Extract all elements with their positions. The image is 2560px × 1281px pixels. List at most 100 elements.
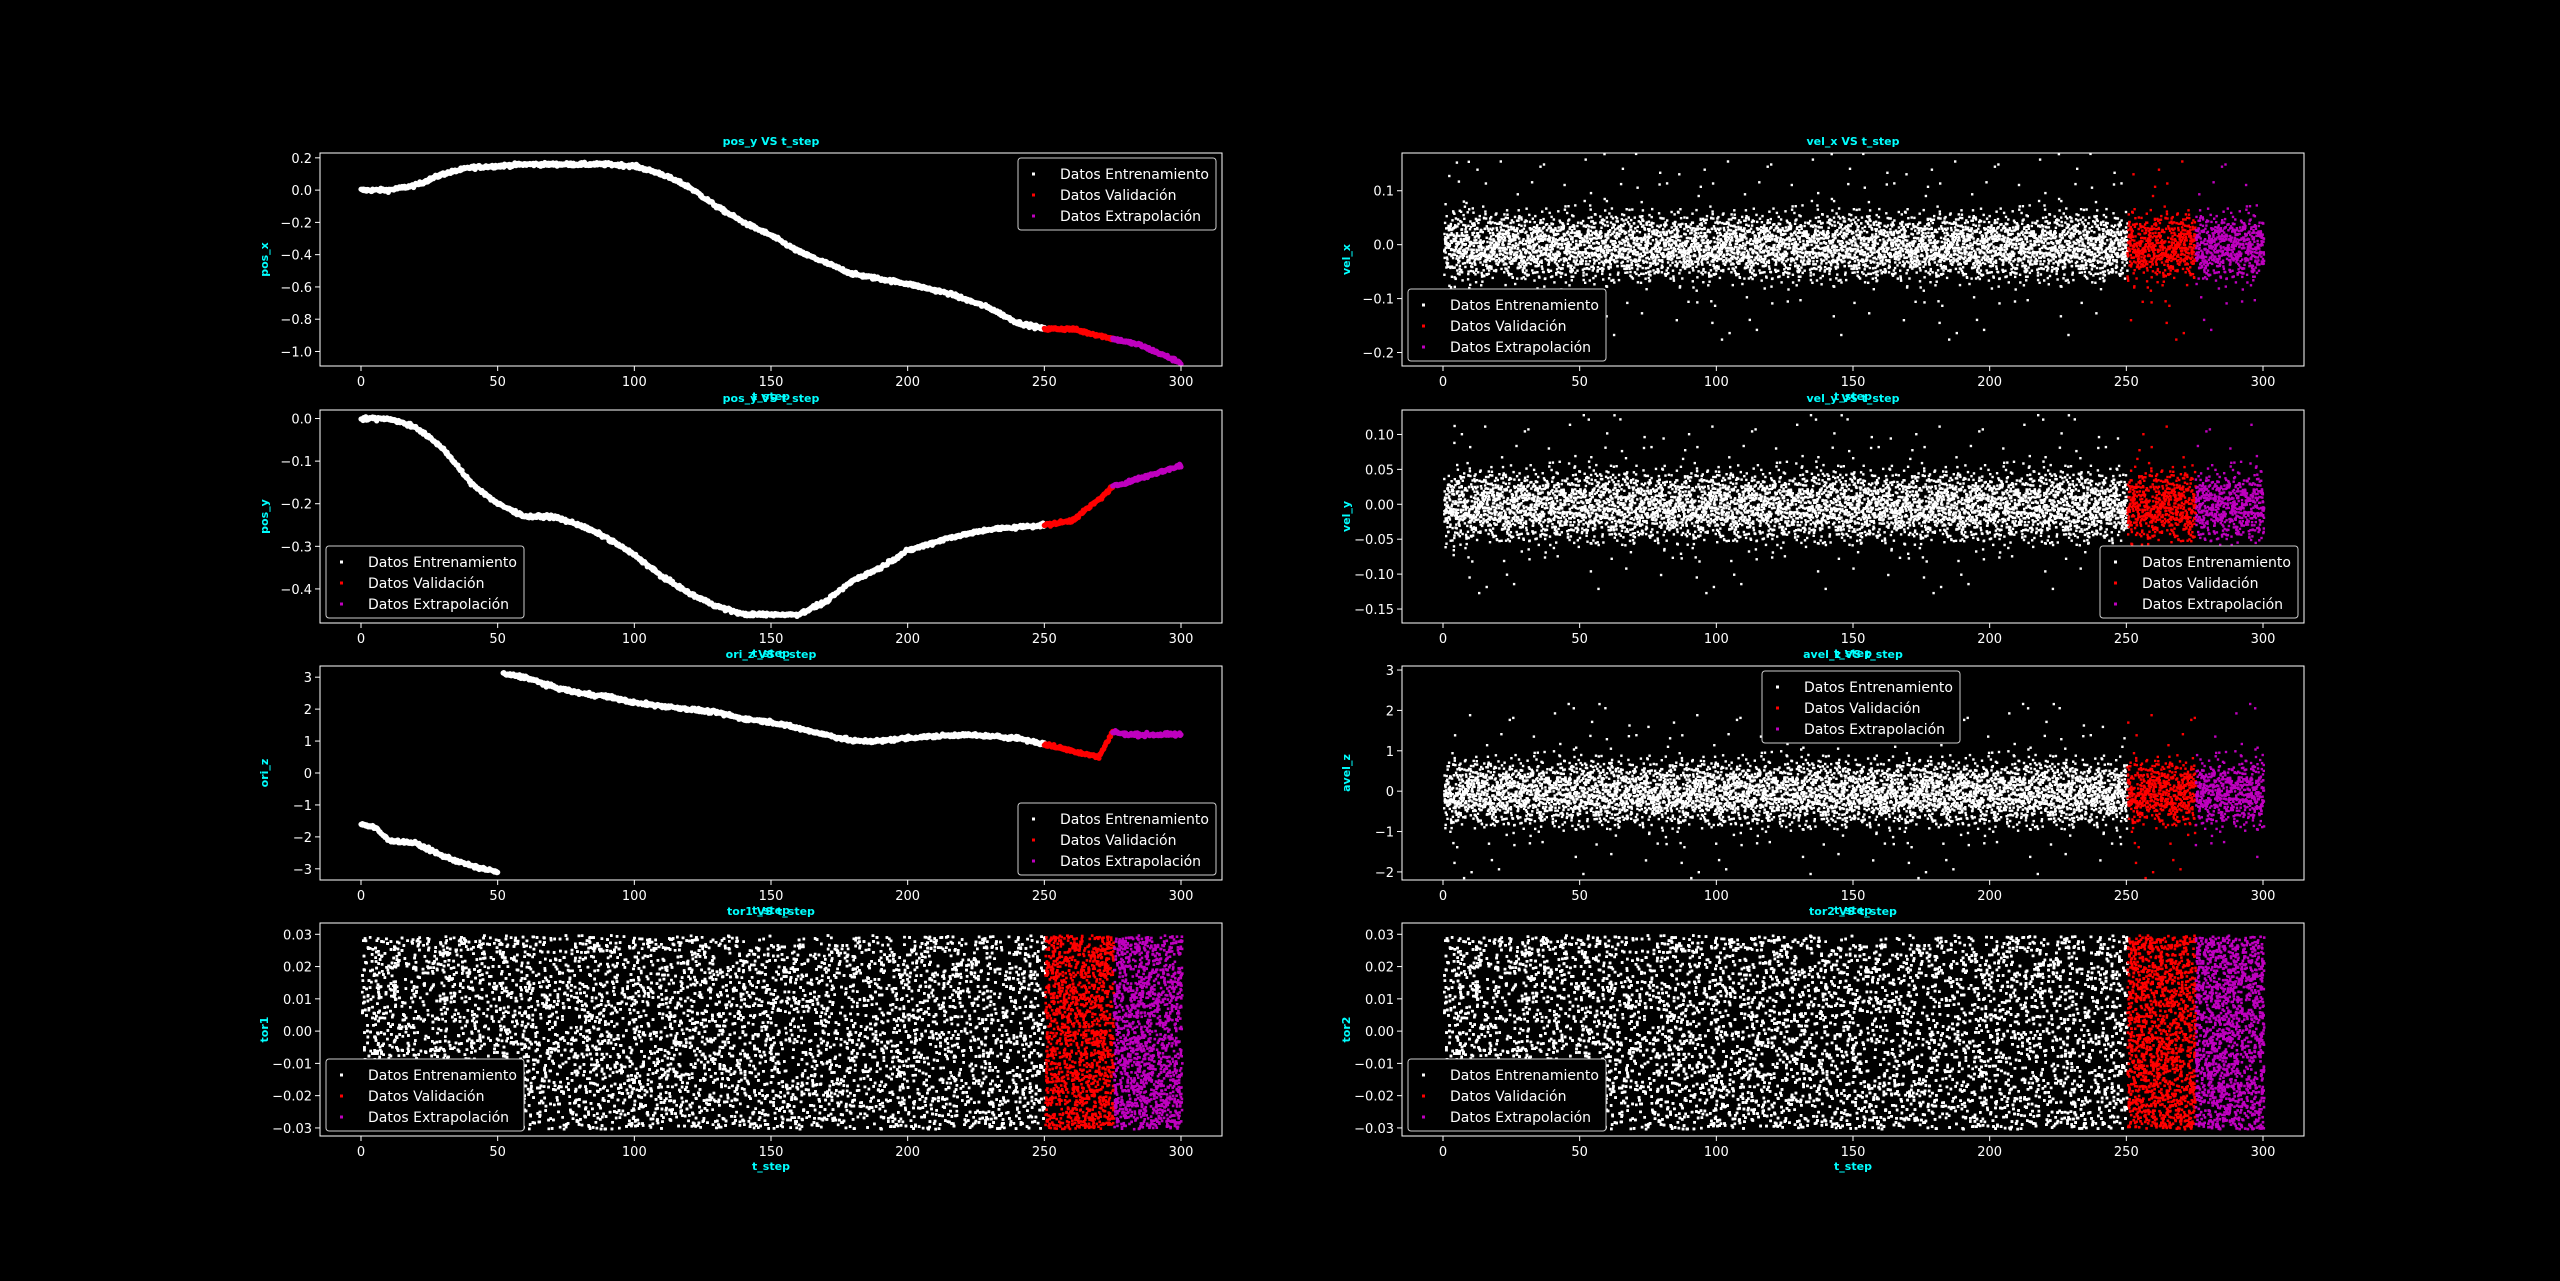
point xyxy=(1659,242,1661,244)
point xyxy=(1583,244,1585,246)
point xyxy=(1793,253,1795,255)
point xyxy=(1673,255,1675,257)
point xyxy=(1764,287,1766,289)
point xyxy=(1577,263,1579,265)
point xyxy=(1510,253,1512,255)
point xyxy=(1728,237,1730,239)
point xyxy=(1794,230,1796,232)
point xyxy=(1780,237,1782,239)
point xyxy=(1555,259,1557,261)
point xyxy=(1819,220,1821,222)
point xyxy=(1830,250,1832,252)
point xyxy=(1697,270,1699,272)
point xyxy=(1618,279,1620,281)
legend-label: Datos Entrenamiento xyxy=(1060,167,1209,183)
point xyxy=(1752,263,1754,265)
point xyxy=(1446,215,1448,217)
point xyxy=(1477,271,1479,273)
point xyxy=(1795,205,1797,207)
point xyxy=(1633,222,1635,224)
point xyxy=(1836,229,1838,231)
point xyxy=(1697,225,1699,227)
point xyxy=(1504,237,1506,239)
point xyxy=(1626,302,1628,304)
point xyxy=(1738,262,1740,264)
point xyxy=(1595,237,1597,239)
point xyxy=(1754,237,1756,239)
point xyxy=(1502,244,1504,246)
point xyxy=(1592,277,1594,279)
point xyxy=(1457,218,1459,220)
point xyxy=(1700,219,1702,221)
point xyxy=(1686,256,1688,258)
point xyxy=(1766,247,1768,249)
point xyxy=(1799,215,1801,217)
point xyxy=(1787,300,1789,302)
point xyxy=(1779,248,1781,250)
point xyxy=(1516,227,1518,229)
point xyxy=(1763,243,1765,245)
point xyxy=(1838,207,1840,209)
point xyxy=(1746,296,1748,298)
point xyxy=(1685,233,1687,235)
point xyxy=(1737,256,1739,258)
point xyxy=(1772,207,1774,209)
point xyxy=(1514,239,1516,241)
point xyxy=(1757,263,1759,265)
point xyxy=(1696,290,1698,292)
point xyxy=(1640,282,1642,284)
point xyxy=(1715,254,1717,256)
point xyxy=(1532,241,1534,243)
y-tick-label: −0.4 xyxy=(280,249,312,264)
point xyxy=(1699,253,1701,255)
point xyxy=(1678,246,1680,248)
point xyxy=(1777,251,1779,253)
point xyxy=(1718,268,1720,270)
point xyxy=(1749,319,1751,321)
point xyxy=(1665,243,1667,245)
point xyxy=(1731,239,1733,241)
point xyxy=(1742,242,1744,244)
point xyxy=(1611,207,1613,209)
point xyxy=(1520,251,1522,253)
point xyxy=(1835,277,1837,279)
point xyxy=(1604,198,1606,200)
point xyxy=(1662,217,1664,219)
x-tick-label: 50 xyxy=(489,375,506,390)
point xyxy=(1549,236,1551,238)
point xyxy=(1730,271,1732,273)
point xyxy=(1585,260,1587,262)
point xyxy=(1445,251,1447,253)
point xyxy=(1826,268,1828,270)
point xyxy=(1745,224,1747,226)
point xyxy=(1609,246,1611,248)
point xyxy=(1541,231,1543,233)
point xyxy=(1810,244,1812,246)
x-tick-label: 0 xyxy=(357,375,365,390)
point xyxy=(1793,259,1795,261)
point xyxy=(1468,259,1470,261)
point xyxy=(1727,247,1729,249)
point xyxy=(1446,258,1448,260)
point xyxy=(1784,271,1786,273)
point xyxy=(1612,254,1614,256)
point xyxy=(1695,239,1697,241)
point xyxy=(1476,250,1478,252)
point xyxy=(1820,242,1822,244)
point xyxy=(1811,282,1813,284)
point xyxy=(1590,216,1592,218)
point xyxy=(1808,222,1810,224)
point xyxy=(1722,269,1724,271)
point xyxy=(1838,258,1840,260)
point xyxy=(1571,279,1573,281)
point xyxy=(1573,228,1575,230)
point xyxy=(1524,256,1526,258)
point xyxy=(1683,248,1685,250)
point xyxy=(1506,214,1508,216)
point xyxy=(1546,223,1548,225)
point xyxy=(1715,273,1717,275)
point xyxy=(1569,251,1571,253)
point xyxy=(1716,232,1718,234)
point xyxy=(1790,239,1792,241)
point xyxy=(1515,242,1517,244)
